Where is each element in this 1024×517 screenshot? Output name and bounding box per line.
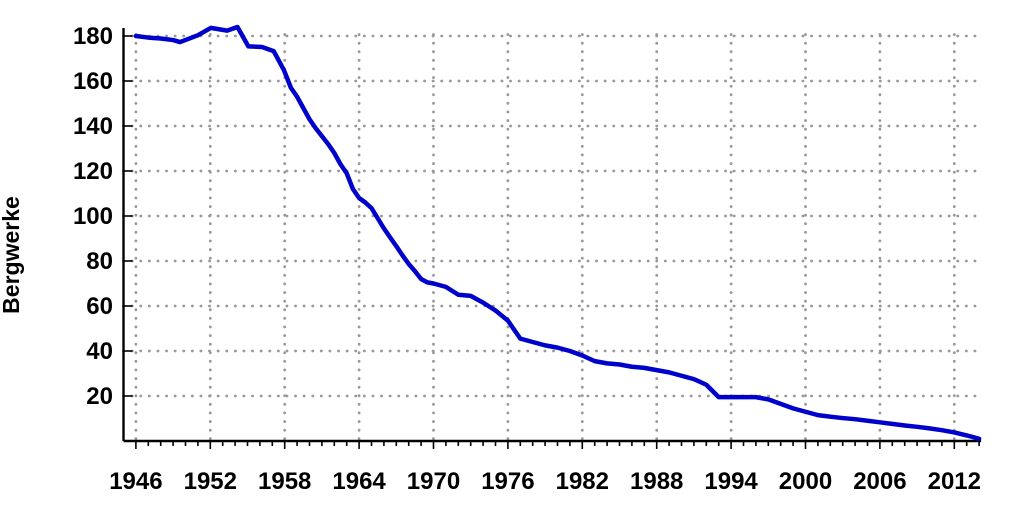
svg-text:1946: 1946 [109,468,162,495]
svg-text:1988: 1988 [630,468,683,495]
svg-text:80: 80 [86,248,113,275]
svg-text:100: 100 [73,203,113,230]
svg-text:2006: 2006 [853,468,906,495]
svg-text:1994: 1994 [704,468,758,495]
svg-text:120: 120 [73,158,113,185]
svg-text:1958: 1958 [258,468,311,495]
svg-text:60: 60 [86,293,113,320]
svg-text:1952: 1952 [184,468,237,495]
svg-text:1964: 1964 [332,468,386,495]
svg-text:160: 160 [73,68,113,95]
svg-text:180: 180 [73,23,113,50]
svg-text:1970: 1970 [407,468,460,495]
svg-text:1982: 1982 [556,468,609,495]
svg-text:20: 20 [86,383,113,410]
svg-text:2000: 2000 [779,468,832,495]
svg-text:Bergwerke: Bergwerke [0,196,24,314]
svg-text:1976: 1976 [481,468,534,495]
svg-text:2012: 2012 [928,468,981,495]
svg-text:140: 140 [73,113,113,140]
svg-text:40: 40 [86,338,113,365]
